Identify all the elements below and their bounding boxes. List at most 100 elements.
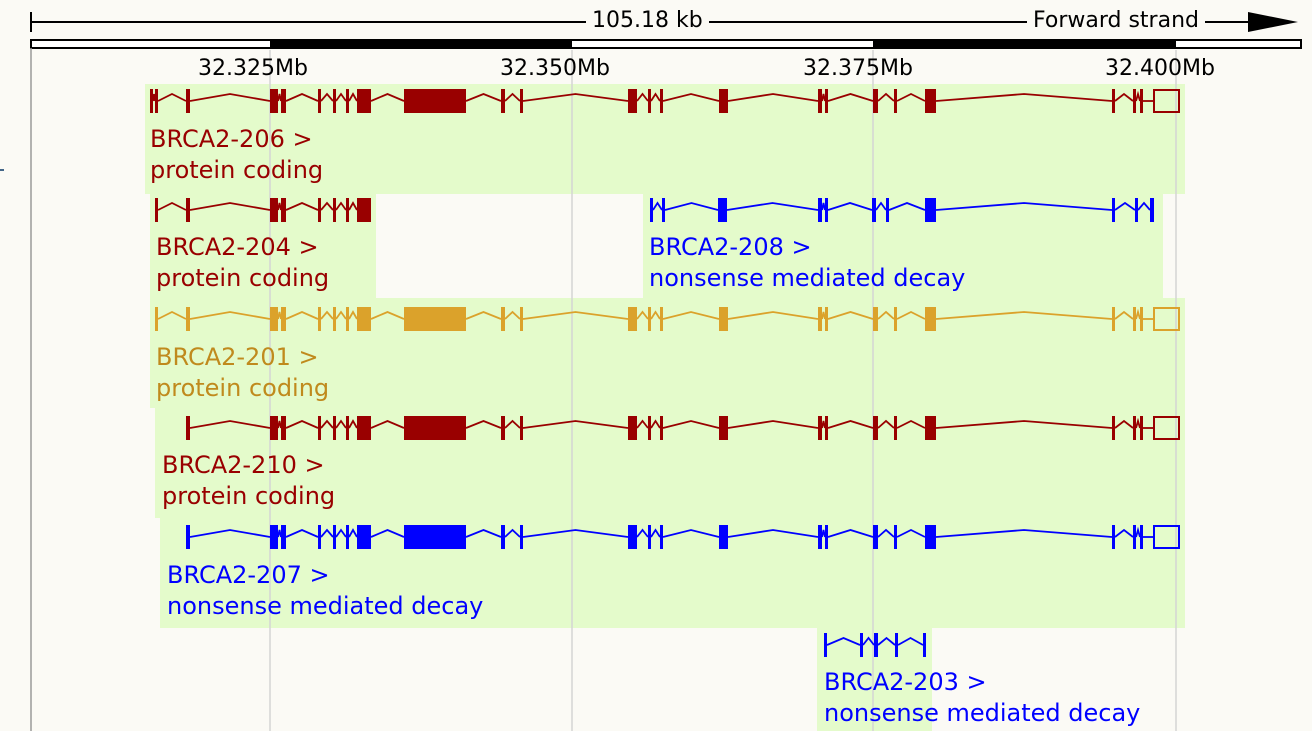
- transcript-label-208[interactable]: BRCA2-208 > nonsense mediated decay: [649, 232, 965, 294]
- exon: [357, 525, 371, 549]
- intron: [636, 528, 649, 538]
- transcript-label-206[interactable]: BRCA2-206 > protein coding: [150, 124, 323, 186]
- intron: [320, 310, 334, 320]
- intron: [662, 529, 720, 538]
- exon: [318, 416, 321, 440]
- ruler: [30, 39, 1302, 731]
- intron: [896, 528, 926, 538]
- intron: [285, 420, 319, 429]
- intron: [652, 201, 663, 211]
- exon: [186, 307, 190, 331]
- exon: [186, 525, 190, 549]
- exon: [186, 416, 190, 440]
- exon: [873, 525, 878, 549]
- intron: [1114, 201, 1136, 211]
- exon: [357, 307, 371, 331]
- transcript-label-207[interactable]: BRCA2-207 > nonsense mediated decay: [167, 560, 483, 622]
- tick-label-2: 32.350Mb: [500, 56, 610, 81]
- exon: [873, 89, 878, 113]
- intron: [504, 528, 521, 538]
- transcript-glyphs: [150, 89, 1180, 657]
- exon: [333, 416, 336, 440]
- exon: [628, 89, 637, 113]
- exon: [719, 89, 728, 113]
- exon: [648, 89, 651, 113]
- intron: [348, 92, 358, 102]
- intron: [285, 93, 319, 102]
- exon: [818, 307, 822, 331]
- intron: [157, 92, 187, 102]
- transcript-glyph-brca2-201[interactable]: [155, 307, 1180, 331]
- transcript-label-210[interactable]: BRCA2-210 > protein coding: [162, 450, 335, 512]
- transcript-glyph-brca2-206[interactable]: [150, 89, 1180, 113]
- exon: [1112, 198, 1115, 222]
- intron: [827, 311, 874, 320]
- transcript-glyph-brca2-208[interactable]: [650, 198, 1154, 222]
- exon: [894, 525, 897, 549]
- ruler-seg-1: [270, 40, 572, 48]
- intron: [504, 92, 521, 102]
- intron: [935, 202, 1113, 211]
- intron: [370, 529, 405, 538]
- intron: [335, 419, 347, 429]
- exon: [155, 198, 158, 222]
- exon: [281, 89, 286, 113]
- exon: [186, 198, 190, 222]
- utr-exon: [1153, 307, 1180, 331]
- intron: [277, 529, 282, 538]
- intron: [465, 529, 502, 538]
- intron: [348, 528, 358, 538]
- intron: [821, 202, 826, 211]
- strand-label: Forward strand: [1027, 8, 1205, 34]
- exon: [1112, 89, 1115, 113]
- exon: [628, 525, 637, 549]
- transcript-name: BRCA2-208 >: [649, 233, 812, 261]
- exon: [186, 89, 190, 113]
- intron: [727, 529, 819, 538]
- exon: [719, 416, 728, 440]
- transcript-name: BRCA2-204 >: [156, 233, 319, 261]
- intron: [189, 93, 271, 102]
- intron: [726, 202, 819, 211]
- intron: [877, 419, 895, 429]
- intron: [636, 419, 649, 429]
- transcript-name: BRCA2-206 >: [150, 125, 313, 153]
- intron: [335, 528, 347, 538]
- transcript-biotype: protein coding: [156, 264, 330, 292]
- intron: [320, 528, 334, 538]
- exon: [818, 89, 822, 113]
- exon: [719, 525, 728, 549]
- exon: [660, 416, 663, 440]
- intron: [335, 201, 347, 211]
- exon: [825, 416, 828, 440]
- transcript-label-203[interactable]: BRCA2-203 > nonsense mediated decay: [824, 667, 1140, 729]
- transcript-glyph-brca2-210[interactable]: [186, 416, 1180, 440]
- transcript-name: BRCA2-203 >: [824, 668, 987, 696]
- exon: [404, 416, 466, 440]
- transcript-label-201[interactable]: BRCA2-201 > protein coding: [156, 342, 329, 404]
- transcript-glyph-brca2-207[interactable]: [186, 525, 1180, 549]
- exon: [346, 307, 349, 331]
- exon: [860, 633, 863, 657]
- exon: [818, 198, 822, 222]
- exon: [318, 89, 321, 113]
- transcript-label-204[interactable]: BRCA2-204 > protein coding: [156, 232, 329, 294]
- intron: [1114, 92, 1134, 102]
- exon: [404, 89, 466, 113]
- exon: [628, 307, 637, 331]
- intron: [877, 92, 895, 102]
- transcript-biotype: nonsense mediated decay: [167, 592, 484, 620]
- exon: [662, 198, 665, 222]
- exon: [874, 633, 878, 657]
- intron: [370, 420, 405, 429]
- intron: [1114, 310, 1134, 320]
- intron: [821, 420, 826, 429]
- transcript-glyph-brca2-204[interactable]: [155, 198, 371, 222]
- intron: [727, 311, 819, 320]
- transcript-glyph-brca2-203[interactable]: [824, 633, 926, 657]
- transcript-biotype: protein coding: [162, 482, 336, 510]
- exon: [895, 633, 898, 657]
- intron: [189, 202, 271, 211]
- intron: [189, 420, 271, 429]
- exon: [648, 307, 651, 331]
